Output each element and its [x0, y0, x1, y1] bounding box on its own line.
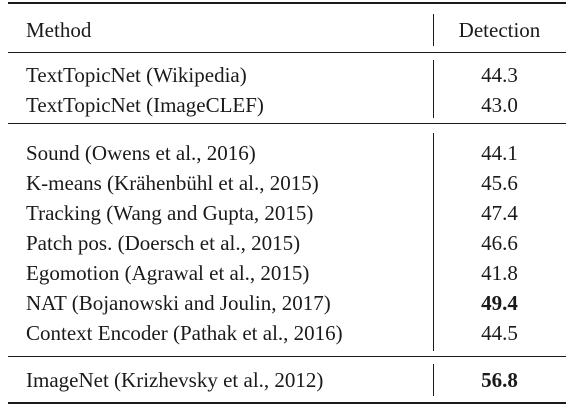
table-row-detection-best: 49.4: [481, 291, 518, 315]
column-separator-group-3: [433, 364, 434, 396]
results-table: Method Detection TextTopicNet (Wikipedia…: [8, 0, 566, 409]
column-header-method: Method: [26, 18, 92, 42]
table-row-detection: 45.6: [481, 171, 518, 195]
column-header-detection: Detection: [458, 18, 541, 42]
table-row-detection-best: 56.8: [481, 368, 518, 392]
table-row-detection: 44.3: [481, 63, 518, 87]
table-row-method: NAT (Bojanowski and Joulin, 2017): [26, 291, 331, 315]
table-row-method: ImageNet (Krizhevsky et al., 2012): [26, 368, 324, 392]
bottom-rule: [8, 402, 566, 404]
table-row-method: Patch pos. (Doersch et al., 2015): [26, 231, 301, 255]
table-row-detection: 47.4: [481, 201, 518, 225]
column-separator-header: [433, 14, 434, 46]
table-row-method: TextTopicNet (Wikipedia): [26, 63, 247, 87]
top-rule: [8, 2, 566, 4]
table-row-detection: 44.1: [481, 141, 518, 165]
group-rule-1: [8, 123, 566, 124]
table-row-detection: 41.8: [481, 261, 518, 285]
table-row-detection: 46.6: [481, 231, 518, 255]
table-row-method: Tracking (Wang and Gupta, 2015): [26, 201, 314, 225]
column-separator-group-2: [433, 133, 434, 351]
table-row-method: K-means (Krähenbühl et al., 2015): [26, 171, 319, 195]
header-rule: [8, 52, 566, 53]
group-rule-2: [8, 356, 566, 357]
table-row-method: Egomotion (Agrawal et al., 2015): [26, 261, 310, 285]
column-separator-group-1: [433, 60, 434, 118]
table-row-detection: 43.0: [481, 93, 518, 117]
table-row-method: Sound (Owens et al., 2016): [26, 141, 256, 165]
table-row-method: Context Encoder (Pathak et al., 2016): [26, 321, 343, 345]
table-row-detection: 44.5: [481, 321, 518, 345]
table-row-method: TextTopicNet (ImageCLEF): [26, 93, 264, 117]
